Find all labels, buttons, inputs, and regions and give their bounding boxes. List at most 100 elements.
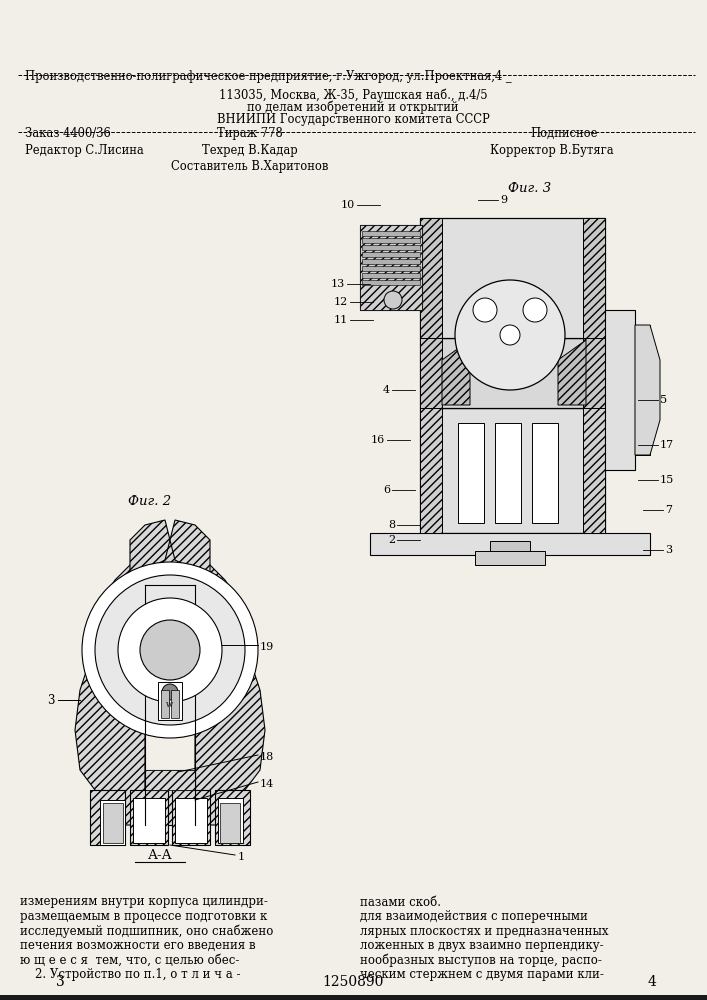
Text: 12: 12 (334, 297, 348, 307)
Text: исследуемый подшипник, оно снабжено: исследуемый подшипник, оно снабжено (20, 924, 274, 938)
Text: Составитель В.Харитонов: Составитель В.Харитонов (171, 160, 329, 173)
Text: 3: 3 (56, 975, 64, 989)
Text: ложенных в двух взаимно перпендику-: ложенных в двух взаимно перпендику- (360, 939, 604, 952)
Text: Корректор В.Бутяга: Корректор В.Бутяга (490, 144, 614, 157)
Text: 10: 10 (341, 200, 355, 210)
Text: 3: 3 (665, 545, 672, 555)
Text: размещаемым в процессе подготовки к: размещаемым в процессе подготовки к (20, 910, 267, 923)
Polygon shape (442, 340, 470, 405)
Bar (605, 310, 635, 470)
Bar (458, 423, 484, 523)
Bar (583, 338, 605, 408)
Bar (362, 266, 420, 271)
Bar (420, 218, 605, 338)
Text: печения возможности его введения в: печения возможности его введения в (20, 939, 256, 952)
Bar (420, 408, 605, 533)
Bar (362, 238, 420, 243)
Bar (420, 338, 605, 408)
Polygon shape (170, 520, 210, 580)
Bar (215, 790, 250, 845)
Bar (420, 338, 442, 408)
Text: 6: 6 (383, 485, 390, 495)
Bar (175, 798, 207, 843)
Bar (370, 533, 650, 555)
Text: Подписное: Подписное (530, 127, 597, 140)
Bar (100, 800, 125, 845)
Bar (360, 225, 422, 310)
Bar (220, 803, 240, 843)
Bar (362, 252, 420, 257)
Bar (490, 541, 530, 555)
Bar (583, 408, 605, 533)
Bar (583, 218, 605, 338)
Circle shape (455, 280, 565, 390)
Bar (420, 218, 442, 338)
Text: пазами скоб.: пазами скоб. (360, 896, 441, 908)
Bar (360, 225, 422, 310)
Bar (362, 259, 420, 264)
Polygon shape (558, 340, 586, 405)
Text: 14: 14 (260, 779, 274, 789)
Bar (362, 245, 420, 250)
Polygon shape (145, 540, 195, 585)
Circle shape (118, 598, 222, 702)
Text: 18: 18 (260, 752, 274, 762)
Bar (145, 770, 195, 825)
Text: 3: 3 (47, 694, 55, 706)
Text: Фиг. 2: Фиг. 2 (129, 495, 172, 508)
Text: Техред В.Кадар: Техред В.Кадар (202, 144, 298, 157)
Bar (218, 798, 243, 843)
Bar (495, 423, 521, 523)
Text: 113035, Москва, Ж-35, Раушская наб., д.4/5: 113035, Москва, Ж-35, Раушская наб., д.4… (218, 89, 487, 103)
Bar (172, 790, 210, 845)
Text: 2: 2 (388, 535, 395, 545)
Text: 7: 7 (665, 505, 672, 515)
Polygon shape (130, 520, 170, 580)
Text: 5: 5 (660, 395, 667, 405)
Bar (362, 280, 420, 285)
Text: Заказ 4400/36: Заказ 4400/36 (25, 127, 111, 140)
Bar (161, 690, 169, 718)
Circle shape (384, 291, 402, 309)
Polygon shape (75, 550, 145, 825)
Polygon shape (195, 550, 265, 825)
Bar (158, 682, 182, 720)
Text: 13: 13 (331, 279, 345, 289)
Text: измерениям внутри корпуса цилиндри-: измерениям внутри корпуса цилиндри- (20, 896, 268, 908)
Text: Редактор С.Лисина: Редактор С.Лисина (25, 144, 144, 157)
Text: Фиг. 3: Фиг. 3 (508, 182, 551, 195)
Circle shape (473, 298, 497, 322)
Bar (133, 798, 165, 843)
Text: 9: 9 (500, 195, 507, 205)
Text: 2. Устройство по п.1, о т л и ч а -: 2. Устройство по п.1, о т л и ч а - (20, 968, 240, 981)
Text: W: W (166, 701, 174, 709)
Text: ВНИИПИ Государственного комитета СССР: ВНИИПИ Государственного комитета СССР (216, 113, 489, 126)
Text: 4: 4 (383, 385, 390, 395)
Text: ческим стержнем с двумя парами кли-: ческим стержнем с двумя парами кли- (360, 968, 604, 981)
Bar (145, 770, 195, 790)
Bar (103, 803, 123, 843)
Circle shape (95, 575, 245, 725)
Text: лярных плоскостях и предназначенных: лярных плоскостях и предназначенных (360, 924, 609, 938)
Bar (532, 423, 558, 523)
Bar (420, 408, 442, 533)
Bar (0, 995, 707, 1000)
Text: 4: 4 (648, 975, 656, 989)
Circle shape (500, 325, 520, 345)
Text: 11: 11 (334, 315, 348, 325)
Text: для взаимодействия с поперечными: для взаимодействия с поперечными (360, 910, 588, 923)
Circle shape (82, 562, 258, 738)
Text: 8: 8 (388, 520, 395, 530)
Text: 1250890: 1250890 (322, 975, 384, 989)
Text: 15: 15 (660, 475, 674, 485)
Text: нообразных выступов на торце, распо-: нообразных выступов на торце, распо- (360, 954, 602, 967)
Text: Тираж 778: Тираж 778 (217, 127, 283, 140)
Text: 1: 1 (238, 852, 245, 862)
Polygon shape (635, 325, 660, 455)
Circle shape (523, 298, 547, 322)
Text: 17: 17 (660, 440, 674, 450)
Text: Производственно-полиграфическое предприятие, г.Ужгород, ул.Проектная,4 _: Производственно-полиграфическое предприя… (25, 70, 512, 83)
Bar (362, 231, 420, 236)
Bar (90, 790, 125, 845)
Circle shape (140, 620, 200, 680)
